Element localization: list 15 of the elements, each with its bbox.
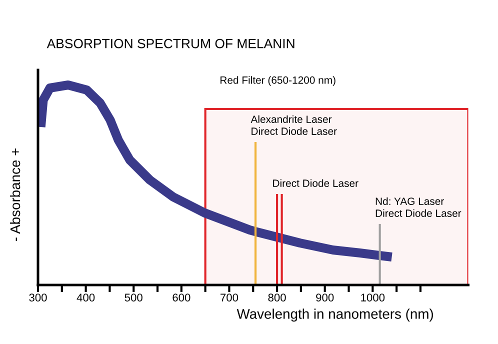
y-axis-title: - Absorbance + xyxy=(10,148,20,241)
ref-line-label: Alexandrite Laser Direct Diode Laser xyxy=(250,115,337,135)
chart-title: ABSORPTION SPECTRUM OF MELANIN xyxy=(46,38,294,48)
x-tick-label: 300 xyxy=(29,294,47,302)
x-tick-label: 600 xyxy=(172,294,190,302)
x-axis-title: Wavelength in nanometers (nm) xyxy=(236,308,433,322)
x-tick-label: 1000 xyxy=(361,294,385,302)
band-label: Red Filter (650-1200 nm) xyxy=(220,76,336,86)
ref-line-label: Direct Diode Laser xyxy=(273,179,358,187)
x-tick-label: 800 xyxy=(268,294,286,302)
x-tick-label: 500 xyxy=(124,294,142,302)
ref-line-label: Nd: YAG Laser Direct Diode Laser xyxy=(376,197,462,217)
x-tick-label: 900 xyxy=(316,294,334,302)
x-tick-label: 400 xyxy=(76,294,95,302)
x-tick-label: 700 xyxy=(220,294,238,302)
